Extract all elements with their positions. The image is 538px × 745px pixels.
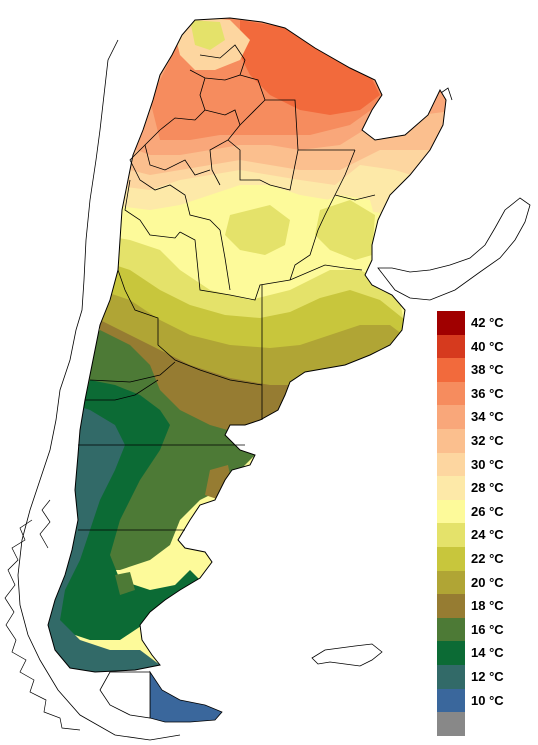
tierra-del-fuego bbox=[149, 670, 223, 723]
legend-item: 30 °C bbox=[437, 452, 537, 477]
legend-item: 32 °C bbox=[437, 428, 537, 453]
legend-item: 42 °C bbox=[437, 311, 537, 335]
legend-swatch bbox=[437, 334, 465, 359]
legend-label: 24 °C bbox=[471, 527, 504, 543]
legend-swatch bbox=[437, 428, 465, 453]
legend-item: 12 °C bbox=[437, 664, 537, 689]
legend-label: 20 °C bbox=[471, 574, 504, 590]
legend-label: 18 °C bbox=[471, 598, 504, 614]
legend-item: 36 °C bbox=[437, 381, 537, 406]
legend-swatch bbox=[437, 476, 465, 500]
legend-label: 16 °C bbox=[471, 621, 504, 637]
tierra-del-fuego-chile bbox=[99, 671, 151, 719]
uruguay-outline bbox=[377, 197, 531, 301]
legend-item: 18 °C bbox=[437, 594, 537, 618]
chile-coastline bbox=[17, 39, 181, 741]
legend-label: 14 °C bbox=[471, 645, 504, 661]
chile-islands bbox=[4, 499, 81, 731]
legend-swatch bbox=[437, 358, 465, 382]
legend-label: 28 °C bbox=[471, 480, 504, 496]
legend-item: 34 °C bbox=[437, 405, 537, 429]
legend-swatch bbox=[437, 499, 465, 524]
temperature-legend: 42 °C 40 °C 38 °C 36 °C 34 °C 32 °C 30 °C 28 °C… bbox=[437, 311, 537, 736]
legend-swatch bbox=[437, 688, 465, 713]
legend-swatch bbox=[437, 452, 465, 477]
legend-label: 36 °C bbox=[471, 385, 504, 401]
legend-item: 24 °C bbox=[437, 523, 537, 547]
legend-swatch bbox=[437, 594, 465, 618]
legend-label: 22 °C bbox=[471, 550, 504, 566]
legend-swatch bbox=[437, 641, 465, 665]
legend-swatch bbox=[437, 712, 465, 736]
legend-label: 10 °C bbox=[471, 692, 504, 708]
legend-label: 32 °C bbox=[471, 432, 504, 448]
legend-item: 22 °C bbox=[437, 546, 537, 571]
legend-swatch bbox=[437, 546, 465, 571]
legend-item: 14 °C bbox=[437, 641, 537, 665]
legend-swatch bbox=[437, 523, 465, 547]
legend-swatch bbox=[437, 617, 465, 642]
province-boundaries bbox=[78, 44, 376, 531]
legend-item: 26 °C bbox=[437, 499, 537, 524]
legend-item: 40 °C bbox=[437, 334, 537, 359]
legend-item: 20 °C bbox=[437, 570, 537, 595]
argentina-outline bbox=[47, 17, 447, 673]
legend-label: 30 °C bbox=[471, 456, 504, 472]
legend-swatch bbox=[437, 570, 465, 595]
legend-item bbox=[437, 712, 537, 736]
legend-swatch bbox=[437, 311, 465, 335]
legend-label: 34 °C bbox=[471, 409, 504, 425]
malvinas-islands bbox=[311, 643, 383, 667]
legend-label: 42 °C bbox=[471, 315, 504, 330]
legend-swatch bbox=[437, 405, 465, 429]
legend-item: 38 °C bbox=[437, 358, 537, 382]
legend-item: 10 °C bbox=[437, 688, 537, 713]
legend-item: 28 °C bbox=[437, 476, 537, 500]
legend-label: 38 °C bbox=[471, 362, 504, 378]
legend-label: 26 °C bbox=[471, 503, 504, 519]
legend-item: 16 °C bbox=[437, 617, 537, 642]
legend-label: 12 °C bbox=[471, 668, 504, 684]
legend-swatch bbox=[437, 381, 465, 406]
legend-swatch bbox=[437, 664, 465, 689]
legend-label: 40 °C bbox=[471, 338, 504, 354]
